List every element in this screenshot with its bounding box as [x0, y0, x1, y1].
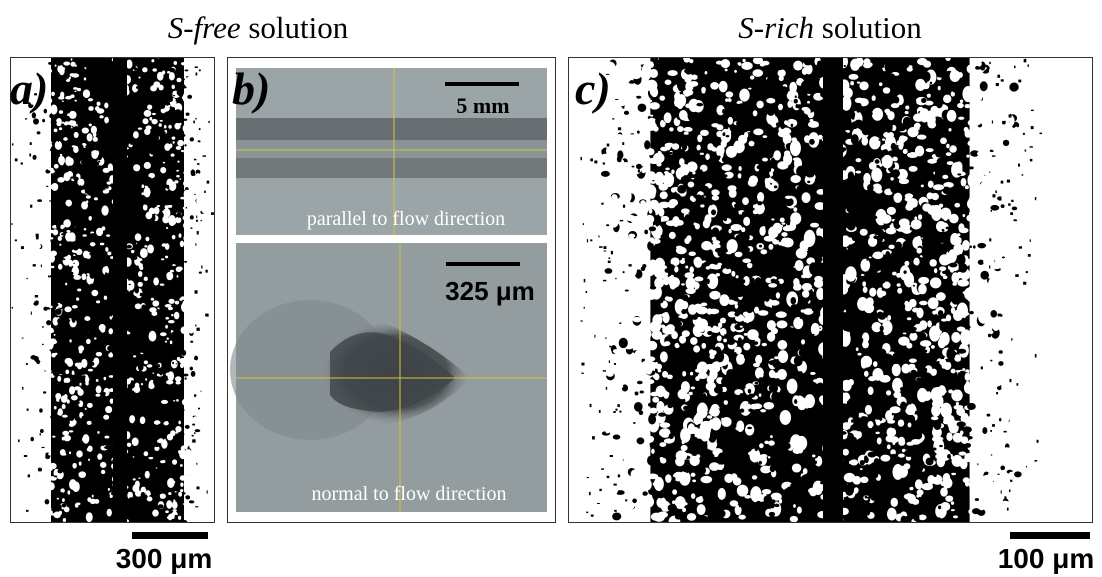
caption: normal to flow direction: [312, 483, 507, 505]
left-title: S-free solution: [168, 10, 349, 45]
scale-bar: [132, 532, 208, 539]
panel-label: a): [10, 63, 48, 114]
right-title: S-rich solution: [738, 10, 922, 45]
title-emphasis: S-free: [168, 10, 241, 45]
scale-bar: [1010, 532, 1090, 539]
figure: S-free solution S-rich solution 5 mm par…: [0, 0, 1102, 577]
scale-label: 100 μm: [998, 543, 1095, 574]
scale-label: 325 μm: [445, 276, 535, 306]
title-text: solution: [248, 10, 348, 45]
title-emphasis: S-rich: [738, 10, 814, 45]
scale-bar: [445, 82, 519, 86]
scale-label: 300 μm: [116, 543, 213, 574]
panel-label: b): [232, 63, 270, 114]
panel-label: c): [575, 63, 611, 114]
scale-label: 5 mm: [456, 93, 509, 118]
caption: parallel to flow direction: [307, 208, 505, 230]
title-text: solution: [822, 10, 922, 45]
page: S-free solution S-rich solution 5 mm par…: [0, 0, 1102, 577]
scale-bar: [446, 262, 520, 266]
